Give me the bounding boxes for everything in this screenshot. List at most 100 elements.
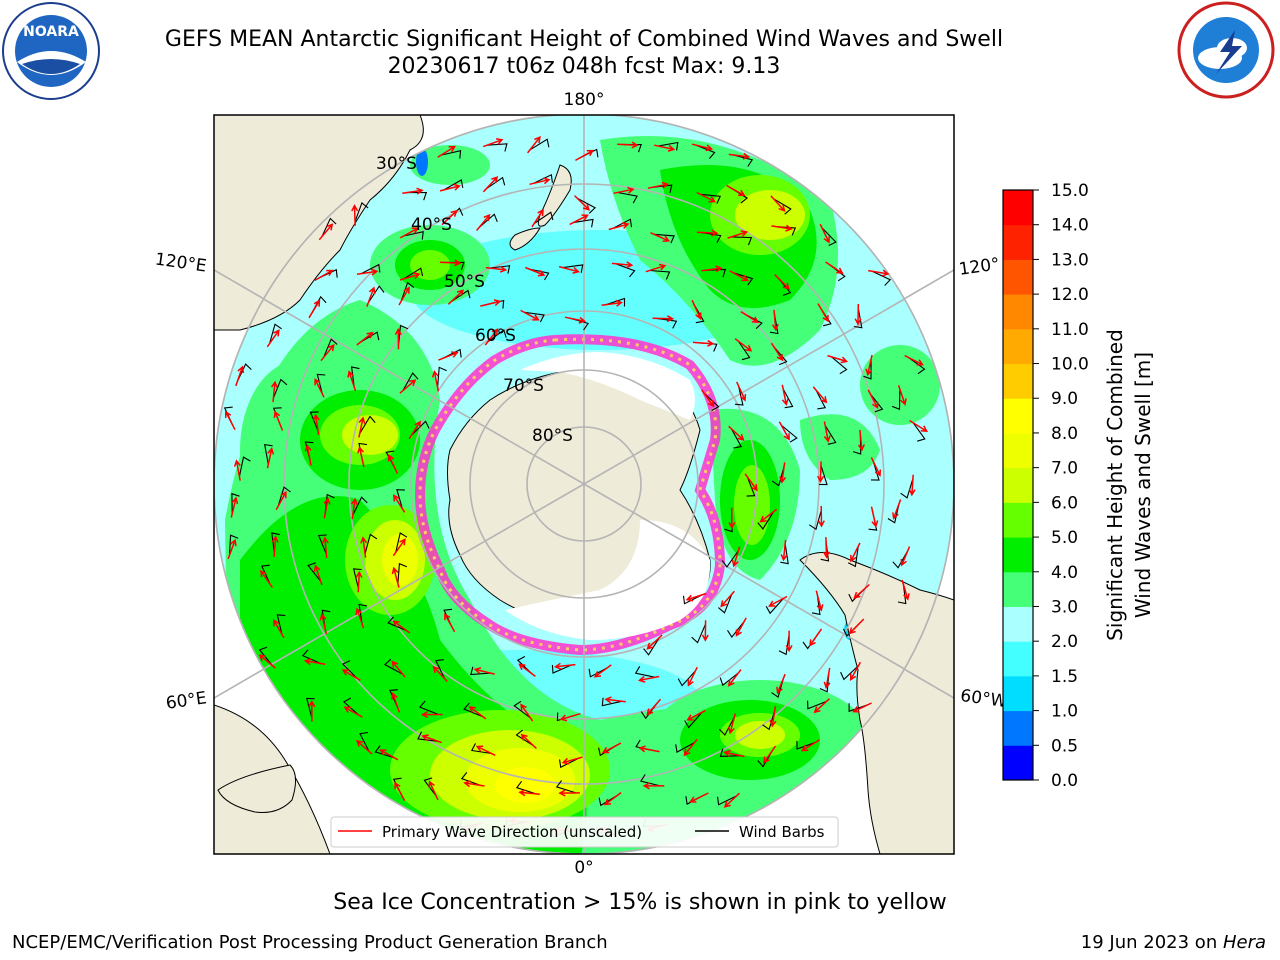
wave-direction-arrow (259, 569, 274, 588)
lat-label-70s: 70°S (503, 376, 544, 396)
wind-barb (887, 503, 900, 524)
wind-barb (359, 415, 376, 434)
wind-barb (719, 717, 735, 736)
colorbar-tick-label: 8.0 (1051, 424, 1078, 444)
wave-direction-arrow (476, 213, 491, 231)
wave-direction-arrow (438, 351, 459, 361)
wave-direction-arrow (341, 669, 361, 681)
wind-barb (228, 534, 239, 556)
colorbar-swatch (1003, 259, 1033, 295)
wave-direction-arrow (321, 536, 329, 559)
wind-barb (732, 154, 754, 167)
wind-barb (352, 496, 368, 516)
wave-direction-arrow (356, 331, 374, 346)
wave-direction-arrow (779, 462, 787, 484)
wave-direction-arrow (520, 703, 534, 722)
wave-direction-arrow (421, 734, 442, 744)
wave-direction-arrow (270, 380, 278, 403)
lat-label-40s: 40°S (411, 215, 452, 235)
wave-direction-arrow (770, 342, 784, 362)
colorbar-frame (1002, 189, 1034, 781)
wind-barb (397, 562, 408, 584)
wave-direction-arrow (637, 675, 660, 683)
wave-direction-arrow (387, 453, 399, 474)
colorbar-tick-label: 11.0 (1051, 320, 1089, 340)
wind-barb (700, 193, 722, 204)
wave-direction-arrow (857, 429, 865, 452)
wind-barb (869, 393, 884, 413)
wave-direction-arrow (402, 187, 424, 195)
colorbar-tick-label: 1.5 (1051, 667, 1078, 687)
wind-barb (691, 623, 707, 644)
wind-barb (450, 289, 471, 302)
chart-title: GEFS MEAN Antarctic Significant Height o… (164, 27, 1004, 52)
wave-direction-arrow (865, 354, 873, 377)
vector-overlay (223, 135, 929, 838)
wave-direction-arrow (731, 546, 741, 568)
wind-barb (807, 700, 827, 710)
wave-direction-arrow (360, 536, 368, 558)
wave-direction-arrow (908, 474, 916, 497)
wind-barb (717, 795, 737, 806)
wind-barb (773, 198, 792, 215)
wave-direction-arrow (343, 706, 363, 718)
wave-direction-arrow (473, 667, 495, 675)
wind-barb (573, 218, 594, 228)
wind-barb (231, 492, 240, 514)
lon-label-180: 180° (564, 90, 605, 110)
wind-barb (423, 777, 437, 797)
wave-direction-arrow (394, 781, 406, 801)
wave-direction-arrow (701, 265, 723, 273)
colorbar-tick-label: 9.0 (1051, 389, 1078, 409)
wave-direction-arrow (683, 738, 698, 757)
wind-barb (529, 138, 550, 151)
colorbar-tick-label: 13.0 (1051, 250, 1089, 270)
wave-direction-arrow (825, 261, 844, 274)
wind-barb (891, 389, 901, 410)
wind-barb (513, 700, 531, 719)
wind-barb (397, 324, 409, 346)
wave-direction-arrow (692, 339, 715, 347)
wave-direction-arrow (439, 259, 462, 267)
wind-barb (406, 192, 428, 201)
wave-direction-arrow (561, 756, 583, 765)
wind-barb (486, 143, 508, 152)
wind-barb (588, 666, 609, 678)
wind-barb (830, 356, 848, 375)
wind-barb (341, 660, 358, 679)
wind-barb (277, 486, 291, 507)
wave-direction-arrow (696, 191, 716, 203)
wave-direction-arrow (235, 365, 245, 387)
wave-direction-arrow (520, 733, 537, 749)
wind-barb (352, 568, 362, 589)
colorbar-swatch (1003, 398, 1033, 434)
wave-direction-arrow (520, 309, 540, 321)
colorbar-label-line2: Wind Waves and Swell [m] (1131, 352, 1155, 618)
wind-barb (718, 593, 733, 614)
wind-barb (555, 780, 577, 794)
wave-direction-arrow (728, 425, 745, 441)
map-legend: Primary Wave Direction (unscaled) Wind B… (330, 816, 839, 848)
wave-direction-arrow (867, 389, 879, 409)
wind-barb (470, 743, 492, 755)
wave-direction-arrow (314, 269, 334, 282)
wave-direction-arrow (901, 579, 910, 601)
wave-direction-arrow (603, 791, 622, 806)
wind-barb (309, 411, 319, 432)
colorbar-tick-label: 14.0 (1051, 216, 1089, 236)
wind-barb (731, 428, 743, 449)
wind-barb (443, 179, 464, 191)
wind-barb (863, 358, 872, 380)
wind-barb (316, 373, 326, 394)
colorbar-swatch (1003, 224, 1033, 260)
wave-direction-arrow (399, 379, 417, 394)
wind-barb (387, 616, 407, 632)
wind-barb (577, 197, 597, 214)
wave-direction-arrow (815, 590, 824, 612)
wave-direction-arrow (575, 149, 595, 162)
wave-direction-arrow (475, 745, 496, 756)
wind-barb (612, 218, 633, 229)
wind-barb (489, 265, 511, 274)
wave-direction-arrow (774, 273, 790, 290)
wave-direction-arrow (686, 709, 706, 721)
